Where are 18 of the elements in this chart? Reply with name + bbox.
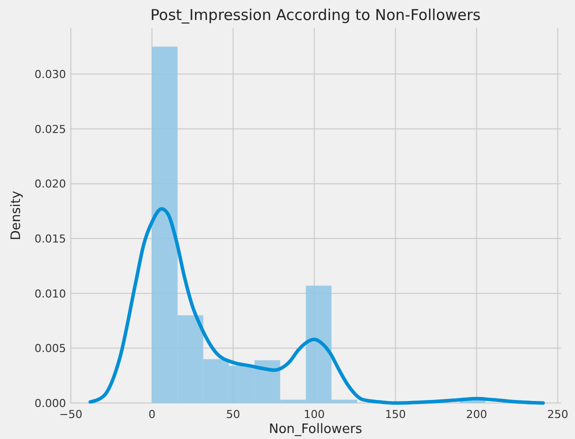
x-tick-label: 150 <box>384 408 406 421</box>
x-tick-label: −50 <box>59 408 82 421</box>
x-tick-label: 200 <box>466 408 488 421</box>
line-series <box>88 207 545 405</box>
y-tick-label: 0.015 <box>34 232 66 246</box>
y-tick-label: 0.010 <box>34 287 66 300</box>
y-axis-title: Density <box>9 190 24 240</box>
y-tick-label: 0.005 <box>34 342 66 356</box>
x-tick-label: 0 <box>148 408 156 421</box>
x-tick-label: 100 <box>304 408 325 421</box>
y-tick-label: 0.025 <box>34 122 66 136</box>
chart-title: Post_Impression According to Non-Followers <box>150 6 481 24</box>
y-tick-label: 0.030 <box>34 68 66 82</box>
x-tick-label: 50 <box>226 408 240 421</box>
y-tick-label: 0.000 <box>34 397 66 410</box>
x-tick-label: 250 <box>547 408 568 421</box>
y-tick-label: 0.020 <box>34 178 66 191</box>
x-axis-title: Non_Followers <box>268 422 362 437</box>
